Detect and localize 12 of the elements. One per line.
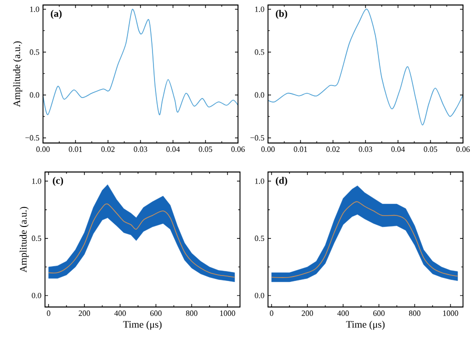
- annotation: (c): [52, 176, 64, 186]
- x-axis-title: Time (μs): [123, 320, 162, 330]
- annotation: (b): [276, 10, 288, 19]
- line-series: [48, 204, 236, 278]
- annotation: (d): [276, 176, 288, 186]
- x-axis-title: Time (μs): [346, 320, 385, 330]
- y-axis-title: Amplitude (a.u.): [13, 41, 22, 107]
- annotation: (a): [50, 10, 62, 19]
- line-series: [43, 8, 238, 116]
- y-axis-title: Amplitude (a.u.): [20, 206, 29, 272]
- line-series: [268, 8, 464, 126]
- line-series: [271, 201, 458, 278]
